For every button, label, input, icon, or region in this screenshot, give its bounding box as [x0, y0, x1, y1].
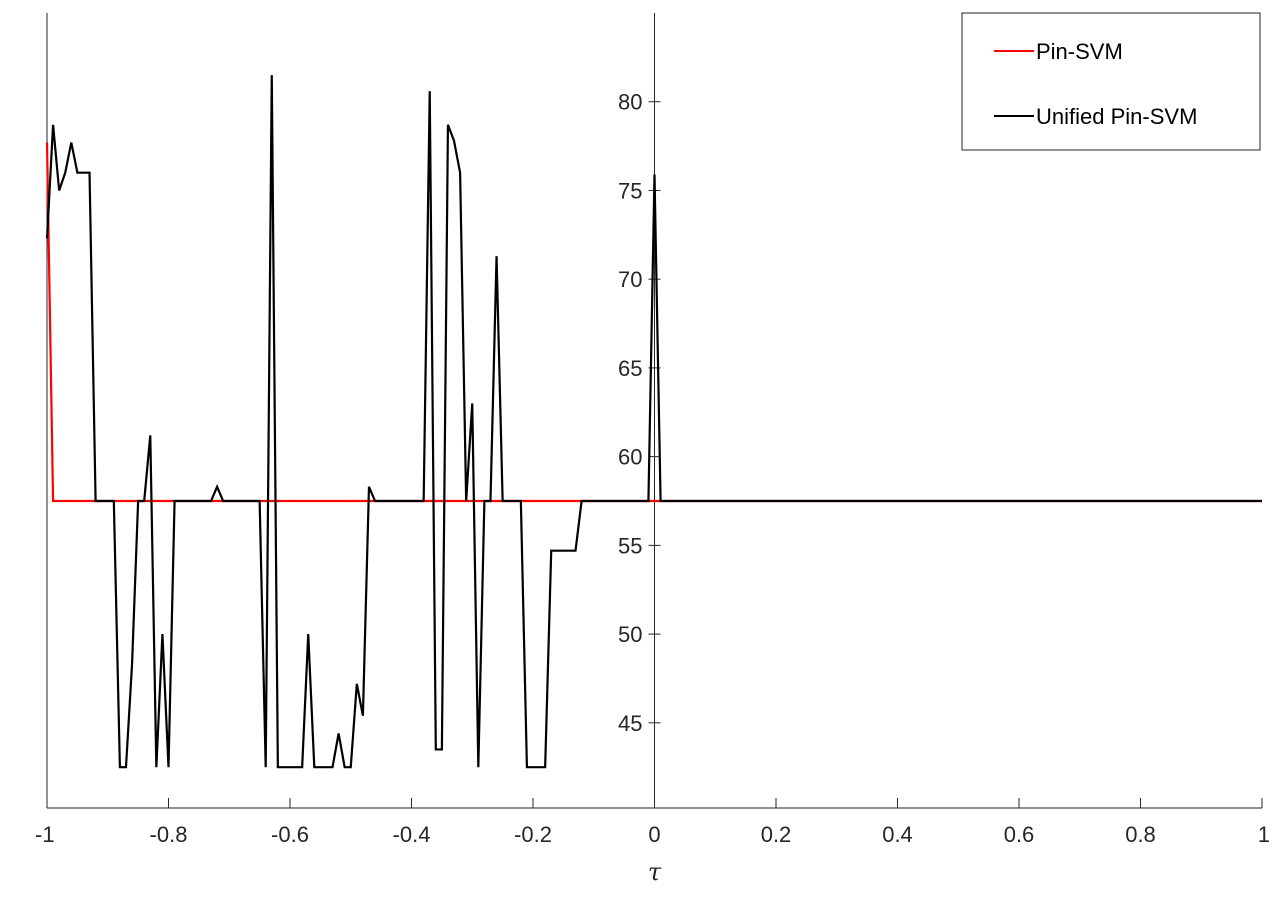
- y-tick-label: 60: [618, 445, 642, 470]
- x-axis-ticks: -1 -0.8 -0.6 -0.4 -0.2 0 0.2 0.4 0.6 0.8 1: [35, 798, 1270, 847]
- x-tick-label: 0.4: [882, 822, 913, 847]
- legend: Pin-SVM Unified Pin-SVM: [961, 12, 1261, 151]
- y-tick-label: 80: [618, 90, 642, 115]
- x-tick-label: 0.2: [761, 822, 792, 847]
- x-tick-label: -0.8: [150, 822, 188, 847]
- y-axis-ticks: 45 50 55 60 65 70 75 80: [618, 90, 661, 736]
- x-tick-label: 0.8: [1125, 822, 1156, 847]
- series-line-unified-pin-svm: [45, 75, 1262, 769]
- x-tick-label: -0.6: [271, 822, 309, 847]
- y-tick-label: 70: [618, 267, 642, 292]
- y-tick-label: 55: [618, 533, 642, 558]
- x-tick-label: 1: [1258, 822, 1270, 847]
- legend-label-unified-pin-svm: Unified Pin-SVM: [1036, 104, 1197, 129]
- y-tick-label: 45: [618, 711, 642, 736]
- x-tick-label: 0.6: [1004, 822, 1035, 847]
- x-tick-label: -0.4: [393, 822, 431, 847]
- y-tick-label: 65: [618, 356, 642, 381]
- legend-box: [961, 12, 1261, 151]
- series-lines: [45, 75, 1262, 769]
- y-tick-label: 50: [618, 622, 642, 647]
- x-axis-title: τ: [648, 858, 662, 886]
- y-tick-label: 75: [618, 178, 642, 203]
- x-tick-label: -0.2: [514, 822, 552, 847]
- x-tick-label: 0: [648, 822, 660, 847]
- x-tick-label: -1: [35, 822, 55, 847]
- legend-label-pin-svm: Pin-SVM: [1036, 39, 1123, 64]
